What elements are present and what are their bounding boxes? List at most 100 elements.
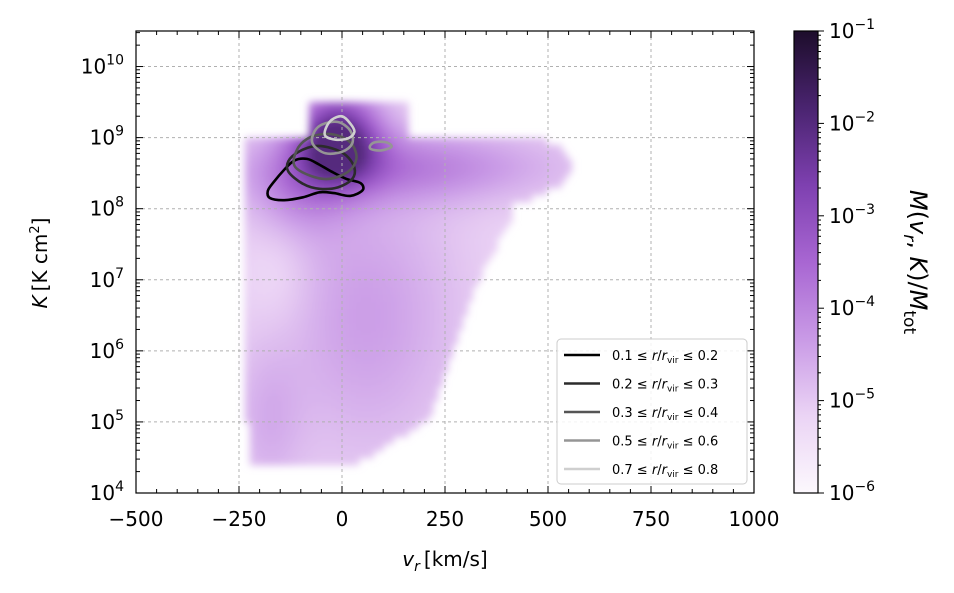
heatmap-cell xyxy=(393,357,399,366)
heatmap-cell xyxy=(457,230,464,238)
heatmap-cell xyxy=(348,393,355,402)
heatmap-cell xyxy=(348,230,355,238)
heatmap-cell xyxy=(309,102,315,110)
heatmap-cell xyxy=(383,414,389,423)
heatmap-cell xyxy=(491,151,498,160)
heatmap-cell xyxy=(343,421,350,430)
heatmap-cell xyxy=(318,158,325,167)
heatmap-cell xyxy=(309,286,315,295)
heatmap-cell xyxy=(353,357,360,366)
heatmap-cell xyxy=(402,208,409,217)
heatmap-cell xyxy=(299,372,305,381)
heatmap-cell xyxy=(274,222,281,231)
heatmap-cell xyxy=(284,457,291,466)
heatmap-cell xyxy=(447,244,454,253)
heatmap-cell xyxy=(259,208,266,217)
heatmap-cell xyxy=(388,187,394,196)
heatmap-cell xyxy=(407,293,414,302)
heatmap-cell xyxy=(259,457,266,466)
heatmap-cell xyxy=(343,315,350,324)
heatmap-cell xyxy=(318,407,325,416)
heatmap-cell xyxy=(506,208,513,217)
heatmap-cell xyxy=(402,365,409,373)
heatmap-cell xyxy=(383,301,389,309)
heatmap-cell xyxy=(294,443,300,452)
heatmap-cell xyxy=(482,187,488,196)
heatmap-cell xyxy=(511,180,518,189)
heatmap-cell xyxy=(363,194,370,203)
heatmap-cell xyxy=(353,166,360,174)
heatmap-cell xyxy=(546,180,553,189)
heatmap-cell xyxy=(274,151,281,160)
y-tick-label: 104 xyxy=(90,479,124,505)
heatmap-cell xyxy=(472,272,478,281)
heatmap-cell xyxy=(541,144,548,153)
heatmap-cell xyxy=(304,272,310,281)
heatmap-cell xyxy=(274,265,281,274)
heatmap-cell xyxy=(309,265,315,274)
heatmap-cell xyxy=(398,166,404,174)
heatmap-cell xyxy=(491,222,498,231)
heatmap-cell xyxy=(383,237,389,246)
heatmap-cell xyxy=(279,343,286,352)
heatmap-cell xyxy=(323,365,330,373)
heatmap-cell xyxy=(511,173,518,182)
heatmap-cell xyxy=(402,357,409,366)
heatmap-cell xyxy=(383,400,389,409)
heatmap-cell xyxy=(294,329,300,338)
heatmap-cell xyxy=(407,350,414,359)
heatmap-cell xyxy=(274,215,281,224)
heatmap-cell xyxy=(437,144,444,153)
heatmap-cell xyxy=(309,272,315,281)
heatmap-cell xyxy=(333,109,340,118)
heatmap-cell xyxy=(378,144,384,153)
heatmap-cell xyxy=(422,137,429,146)
heatmap-cell xyxy=(299,230,305,238)
heatmap-cell xyxy=(259,286,266,295)
heatmap-cell xyxy=(358,301,365,309)
heatmap-cell xyxy=(348,180,355,189)
heatmap-cell xyxy=(289,237,295,246)
heatmap-cell xyxy=(378,286,384,295)
heatmap-cell xyxy=(279,215,286,224)
heatmap-cell xyxy=(343,386,350,395)
heatmap-cell xyxy=(333,123,340,132)
heatmap-cell xyxy=(264,329,271,338)
heatmap-cell xyxy=(462,187,469,196)
heatmap-cell xyxy=(536,180,543,189)
heatmap-cell xyxy=(526,137,533,146)
heatmap-cell xyxy=(353,436,360,445)
heatmap-cell xyxy=(472,208,478,217)
heatmap-cell xyxy=(304,244,310,253)
heatmap-cell xyxy=(269,322,276,331)
heatmap-cell xyxy=(259,151,266,160)
heatmap-cell xyxy=(244,293,251,302)
heatmap-cell xyxy=(412,265,419,274)
heatmap-cell xyxy=(437,166,444,174)
heatmap-cell xyxy=(304,457,310,466)
heatmap-cell xyxy=(299,407,305,416)
heatmap-cell xyxy=(328,109,335,118)
heatmap-cell xyxy=(348,407,355,416)
heatmap-cell xyxy=(373,180,380,189)
heatmap-cell xyxy=(304,194,310,203)
heatmap-cell xyxy=(388,109,394,118)
heatmap-cell xyxy=(412,393,419,402)
heatmap-cell xyxy=(373,215,380,224)
heatmap-cell xyxy=(472,265,478,274)
heatmap-cell xyxy=(348,286,355,295)
heatmap-cell xyxy=(373,102,380,110)
heatmap-cell xyxy=(358,407,365,416)
heatmap-cell xyxy=(432,187,439,196)
heatmap-cell xyxy=(417,336,424,345)
heatmap-cell xyxy=(299,343,305,352)
heatmap-cell xyxy=(506,187,513,196)
heatmap-cell xyxy=(304,180,310,189)
heatmap-cell xyxy=(264,158,271,167)
heatmap-cell xyxy=(511,144,518,153)
heatmap-cell xyxy=(279,315,286,324)
heatmap-cell xyxy=(447,301,454,309)
heatmap-cell xyxy=(353,350,360,359)
heatmap-cell xyxy=(343,365,350,373)
heatmap-cell xyxy=(358,208,365,217)
